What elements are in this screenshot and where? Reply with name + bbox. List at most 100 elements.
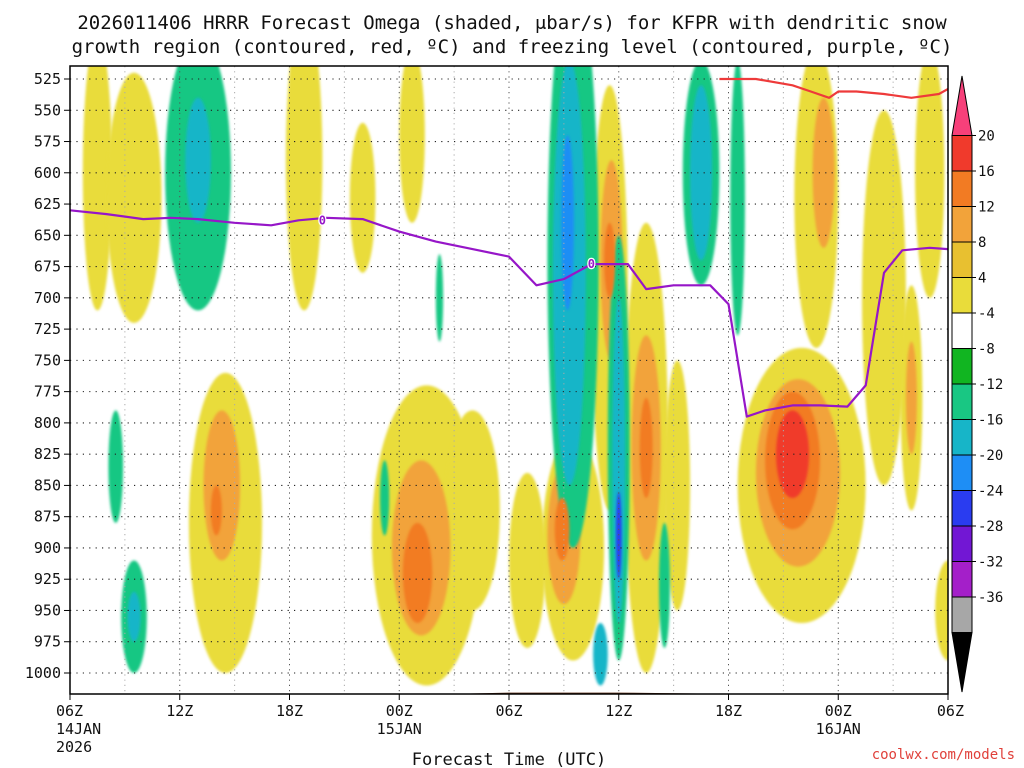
colorbar-segment bbox=[951, 312, 973, 349]
omega-cell bbox=[639, 397, 653, 498]
x-axis-label: Forecast Time (UTC) bbox=[412, 750, 606, 768]
x-tick-label: 18Z bbox=[715, 702, 742, 720]
y-tick-label: 575 bbox=[34, 133, 61, 151]
grid-lines bbox=[70, 66, 948, 694]
colorbar-label: 12 bbox=[978, 200, 995, 216]
omega-cell bbox=[554, 497, 570, 561]
omega-cell bbox=[444, 410, 500, 611]
colorbar-segment bbox=[951, 596, 973, 633]
omega-cell bbox=[690, 85, 713, 261]
colorbar-cap-bottom bbox=[951, 632, 973, 693]
y-tick-label: 825 bbox=[34, 445, 61, 463]
omega-cell bbox=[561, 135, 574, 311]
y-tick-label: 525 bbox=[34, 70, 61, 88]
colorbar-segment bbox=[951, 206, 973, 243]
x-tick-label: 06Z bbox=[937, 702, 964, 720]
colorbar-segment bbox=[951, 170, 973, 207]
colorbar-label: 8 bbox=[978, 235, 986, 251]
omega-cell bbox=[612, 297, 626, 623]
colorbar-label: -20 bbox=[978, 448, 1003, 464]
colorbar-segment bbox=[951, 135, 973, 172]
colorbar-label: 20 bbox=[978, 129, 995, 145]
omega-cell bbox=[664, 360, 691, 611]
x-tick-label: 00Z bbox=[386, 702, 413, 720]
colorbar-label: -16 bbox=[978, 413, 1003, 429]
colorbar-label: -24 bbox=[978, 484, 1003, 500]
omega-cell bbox=[915, 66, 945, 298]
omega-cell bbox=[776, 410, 809, 498]
freezing-level-contour bbox=[70, 209, 948, 418]
colorbar-label: -8 bbox=[978, 342, 995, 358]
x-tick-label: 18Z bbox=[276, 702, 303, 720]
colorbar-segment bbox=[951, 525, 973, 562]
omega-cell bbox=[604, 222, 616, 298]
y-tick-label: 925 bbox=[34, 570, 61, 588]
x-tick-label: 06Z bbox=[56, 702, 83, 720]
omega-cell bbox=[210, 485, 222, 536]
colorbar-segment bbox=[951, 348, 973, 385]
omega-cell bbox=[616, 491, 622, 580]
x-date-label: 16JAN bbox=[816, 720, 861, 738]
omega-cell bbox=[185, 97, 211, 223]
colorbar-label: -32 bbox=[978, 555, 1003, 571]
y-tick-label: 875 bbox=[34, 508, 61, 526]
omega-cell bbox=[509, 472, 546, 648]
colorbar-segment bbox=[951, 454, 973, 491]
omega-cell bbox=[399, 66, 425, 223]
omega-cell bbox=[658, 522, 670, 648]
omega-cell bbox=[380, 460, 390, 536]
colorbar: 20 16 12 8 4 -4 -8 -12 -16 -20 -24 -28 -32 -36 bbox=[951, 75, 1003, 693]
x-date-label: 14JAN bbox=[56, 720, 101, 738]
y-tick-label: 975 bbox=[34, 633, 61, 651]
omega-cell bbox=[905, 341, 917, 455]
x-tick-label: 12Z bbox=[166, 702, 193, 720]
omega-cell bbox=[349, 122, 376, 273]
omega-cell bbox=[106, 72, 162, 323]
y-tick-label: 1000 bbox=[25, 664, 61, 682]
x-tick-label: 00Z bbox=[825, 702, 852, 720]
y-tick-label: 600 bbox=[34, 164, 61, 182]
colorbar-cap-top bbox=[951, 75, 973, 136]
omega-cell bbox=[730, 66, 745, 336]
y-tick-label: 775 bbox=[34, 383, 61, 401]
omega-cell bbox=[402, 522, 433, 623]
colorbar-label: -4 bbox=[978, 306, 995, 322]
omega-cell bbox=[82, 66, 113, 311]
omega-cell bbox=[203, 410, 241, 561]
y-tick-label: 650 bbox=[34, 226, 61, 244]
omega-cell bbox=[108, 410, 124, 523]
y-tick-label: 700 bbox=[34, 289, 61, 307]
y-tick-label: 950 bbox=[34, 601, 61, 619]
y-tick-label: 725 bbox=[34, 320, 61, 338]
colorbar-label: -28 bbox=[978, 519, 1003, 535]
title-line-2: growth region (contoured, red, ºC) and f… bbox=[72, 36, 953, 58]
y-tick-label: 850 bbox=[34, 476, 61, 494]
y-axis: 525 550 575 600 625 650 675 700 725 750 775 800 825 8… bbox=[25, 70, 70, 682]
credit-text: coolwx.com/models bbox=[872, 747, 1015, 763]
contour-label: 0 bbox=[319, 213, 326, 227]
y-tick-label: 800 bbox=[34, 414, 61, 432]
y-tick-label: 900 bbox=[34, 539, 61, 557]
dgz-contour bbox=[719, 77, 948, 99]
colorbar-segment bbox=[951, 419, 973, 456]
y-tick-label: 675 bbox=[34, 258, 61, 276]
y-tick-label: 550 bbox=[34, 101, 61, 119]
y-tick-label: 625 bbox=[34, 195, 61, 213]
omega-cell bbox=[593, 622, 608, 686]
omega-cell bbox=[435, 254, 444, 342]
colorbar-segment bbox=[951, 383, 973, 420]
x-date-label: 15JAN bbox=[377, 720, 422, 738]
colorbar-label: 4 bbox=[978, 271, 986, 287]
colorbar-segment bbox=[951, 241, 973, 278]
x-tick-label: 12Z bbox=[605, 702, 632, 720]
colorbar-label: 16 bbox=[978, 164, 995, 180]
omega-cell bbox=[812, 97, 835, 248]
omega-cell bbox=[127, 591, 141, 642]
colorbar-label: -36 bbox=[978, 590, 1003, 606]
colorbar-label: -12 bbox=[978, 377, 1003, 393]
colorbar-segment bbox=[951, 490, 973, 527]
colorbar-segment bbox=[951, 277, 973, 314]
contours: 00 bbox=[70, 77, 948, 418]
